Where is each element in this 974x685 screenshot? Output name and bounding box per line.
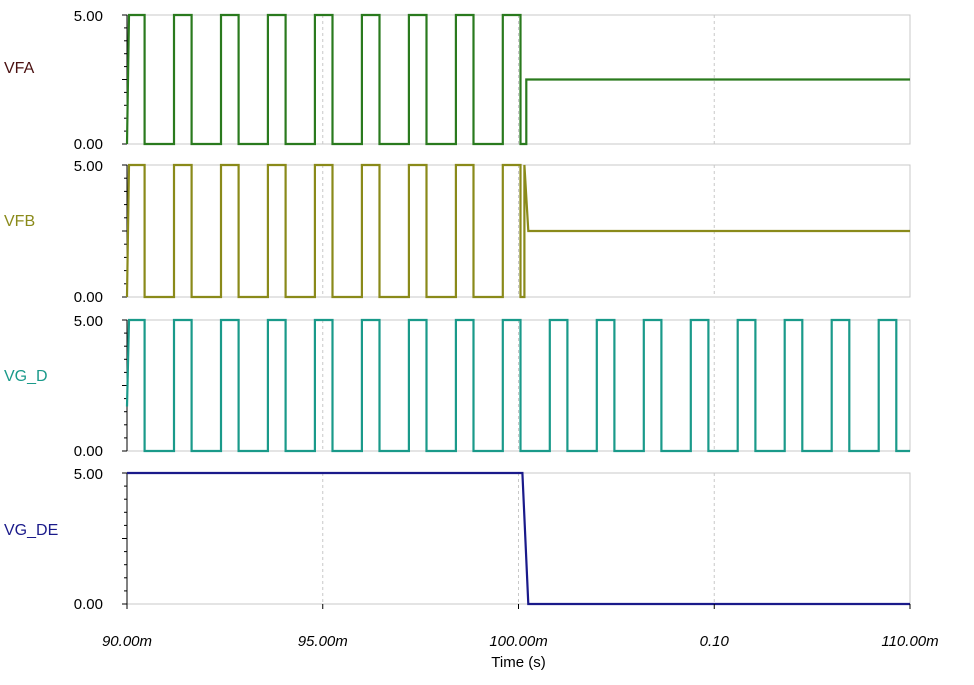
trace-name-label: VG_D xyxy=(4,368,48,385)
x-tick-label: 90.00m xyxy=(102,633,152,650)
y-tick-label-max: 5.00 xyxy=(74,313,103,330)
x-tick-label: 0.10 xyxy=(700,633,730,650)
waveform-vg-de xyxy=(127,471,910,606)
trace-name-label: VFA xyxy=(4,60,35,77)
y-tick-label-max: 5.00 xyxy=(74,466,103,483)
waveform-vg-d xyxy=(125,318,910,453)
x-tick-label: 110.00m xyxy=(881,633,938,650)
y-tick-label-min: 0.00 xyxy=(74,596,103,613)
trace-name-label: VFB xyxy=(4,213,35,230)
y-tick-label-max: 5.00 xyxy=(74,158,103,175)
x-axis-label: Time (s) xyxy=(491,654,545,671)
y-tick-label-min: 0.00 xyxy=(74,289,103,306)
waveform-vfb xyxy=(125,163,910,299)
y-tick-label-max: 5.00 xyxy=(74,8,103,25)
trace-name-label: VG_DE xyxy=(4,522,58,539)
waveform-vfa xyxy=(125,13,910,146)
y-tick-label-min: 0.00 xyxy=(74,443,103,460)
x-tick-label: 100.00m xyxy=(489,633,547,650)
x-tick-label: 95.00m xyxy=(298,633,348,650)
y-tick-label-min: 0.00 xyxy=(74,136,103,153)
